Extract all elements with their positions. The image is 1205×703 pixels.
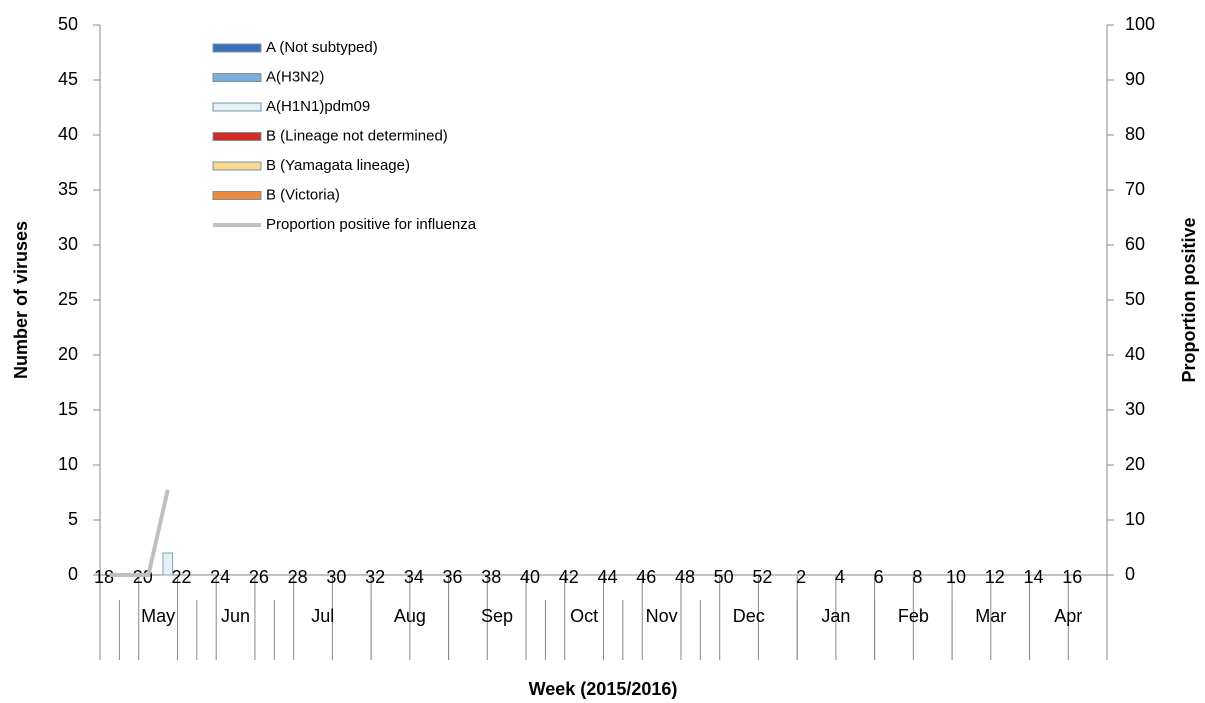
legend-label: B (Lineage not determined) (266, 127, 448, 144)
month-label: Feb (898, 606, 929, 626)
x-tick-label: 22 (171, 567, 191, 587)
y2-tick-label: 100 (1125, 14, 1155, 34)
month-label: Nov (646, 606, 678, 626)
legend-swatch (212, 102, 262, 112)
month-label: Jun (221, 606, 250, 626)
x-tick-label: 30 (326, 567, 346, 587)
y2-axis-title: Proportion positive (1179, 217, 1199, 382)
x-tick-label: 4 (835, 567, 845, 587)
y2-tick-label: 10 (1125, 509, 1145, 529)
y-tick-label: 15 (58, 399, 78, 419)
legend-swatch (212, 43, 262, 53)
x-tick-label: 36 (443, 567, 463, 587)
month-label: Jan (821, 606, 850, 626)
y-tick-label: 35 (58, 179, 78, 199)
month-label: Sep (481, 606, 513, 626)
legend-swatch (212, 132, 262, 141)
y2-tick-label: 70 (1125, 179, 1145, 199)
x-tick-label: 26 (249, 567, 269, 587)
y2-tick-label: 30 (1125, 399, 1145, 419)
legend-swatch (212, 73, 262, 82)
month-label: Apr (1054, 606, 1082, 626)
y-tick-label: 45 (58, 69, 78, 89)
bar (162, 552, 174, 576)
y2-tick-label: 80 (1125, 124, 1145, 144)
x-tick-label: 6 (874, 567, 884, 587)
y-tick-label: 40 (58, 124, 78, 144)
x-tick-label: 12 (985, 567, 1005, 587)
x-tick-label: 52 (752, 567, 772, 587)
x-tick-label: 44 (597, 567, 617, 587)
x-tick-label: 46 (636, 567, 656, 587)
y-tick-label: 10 (58, 454, 78, 474)
x-tick-label: 28 (288, 567, 308, 587)
y2-tick-label: 90 (1125, 69, 1145, 89)
y-tick-label: 30 (58, 234, 78, 254)
y-tick-label: 5 (68, 509, 78, 529)
legend-label: A(H1N1)pdm09 (266, 98, 370, 115)
x-tick-label: 10 (946, 567, 966, 587)
y2-tick-label: 0 (1125, 564, 1135, 584)
legend-label: Proportion positive for influenza (266, 216, 477, 233)
legend-label: A (Not subtyped) (266, 39, 378, 56)
y-axis-title: Number of viruses (11, 221, 31, 379)
x-tick-label: 50 (714, 567, 734, 587)
month-label: Oct (570, 606, 598, 626)
month-label: May (141, 606, 175, 626)
x-axis-title: Week (2015/2016) (529, 679, 678, 699)
x-tick-label: 40 (520, 567, 540, 587)
y2-tick-label: 60 (1125, 234, 1145, 254)
x-tick-label: 14 (1024, 567, 1044, 587)
month-label: Dec (733, 606, 765, 626)
y2-tick-label: 20 (1125, 454, 1145, 474)
legend-label: A(H3N2) (266, 68, 324, 85)
y-tick-label: 25 (58, 289, 78, 309)
x-tick-label: 48 (675, 567, 695, 587)
y2-tick-label: 50 (1125, 289, 1145, 309)
y-tick-label: 50 (58, 14, 78, 34)
y-tick-label: 0 (68, 564, 78, 584)
legend-label: B (Yamagata lineage) (266, 157, 410, 174)
x-tick-label: 8 (912, 567, 922, 587)
x-tick-label: 16 (1062, 567, 1082, 587)
line (109, 489, 170, 577)
x-tick-label: 2 (796, 567, 806, 587)
legend-swatch (212, 191, 262, 200)
x-tick-label: 34 (404, 567, 424, 587)
legend-label: B (Victoria) (266, 186, 340, 203)
x-tick-label: 32 (365, 567, 385, 587)
x-tick-label: 24 (210, 567, 230, 587)
legend-swatch (212, 161, 262, 171)
month-label: Mar (975, 606, 1006, 626)
x-tick-label: 42 (559, 567, 579, 587)
month-label: Jul (311, 606, 334, 626)
month-label: Aug (394, 606, 426, 626)
x-tick-label: 38 (481, 567, 501, 587)
x-tick-label: 18 (94, 567, 114, 587)
y-tick-label: 20 (58, 344, 78, 364)
y2-tick-label: 40 (1125, 344, 1145, 364)
